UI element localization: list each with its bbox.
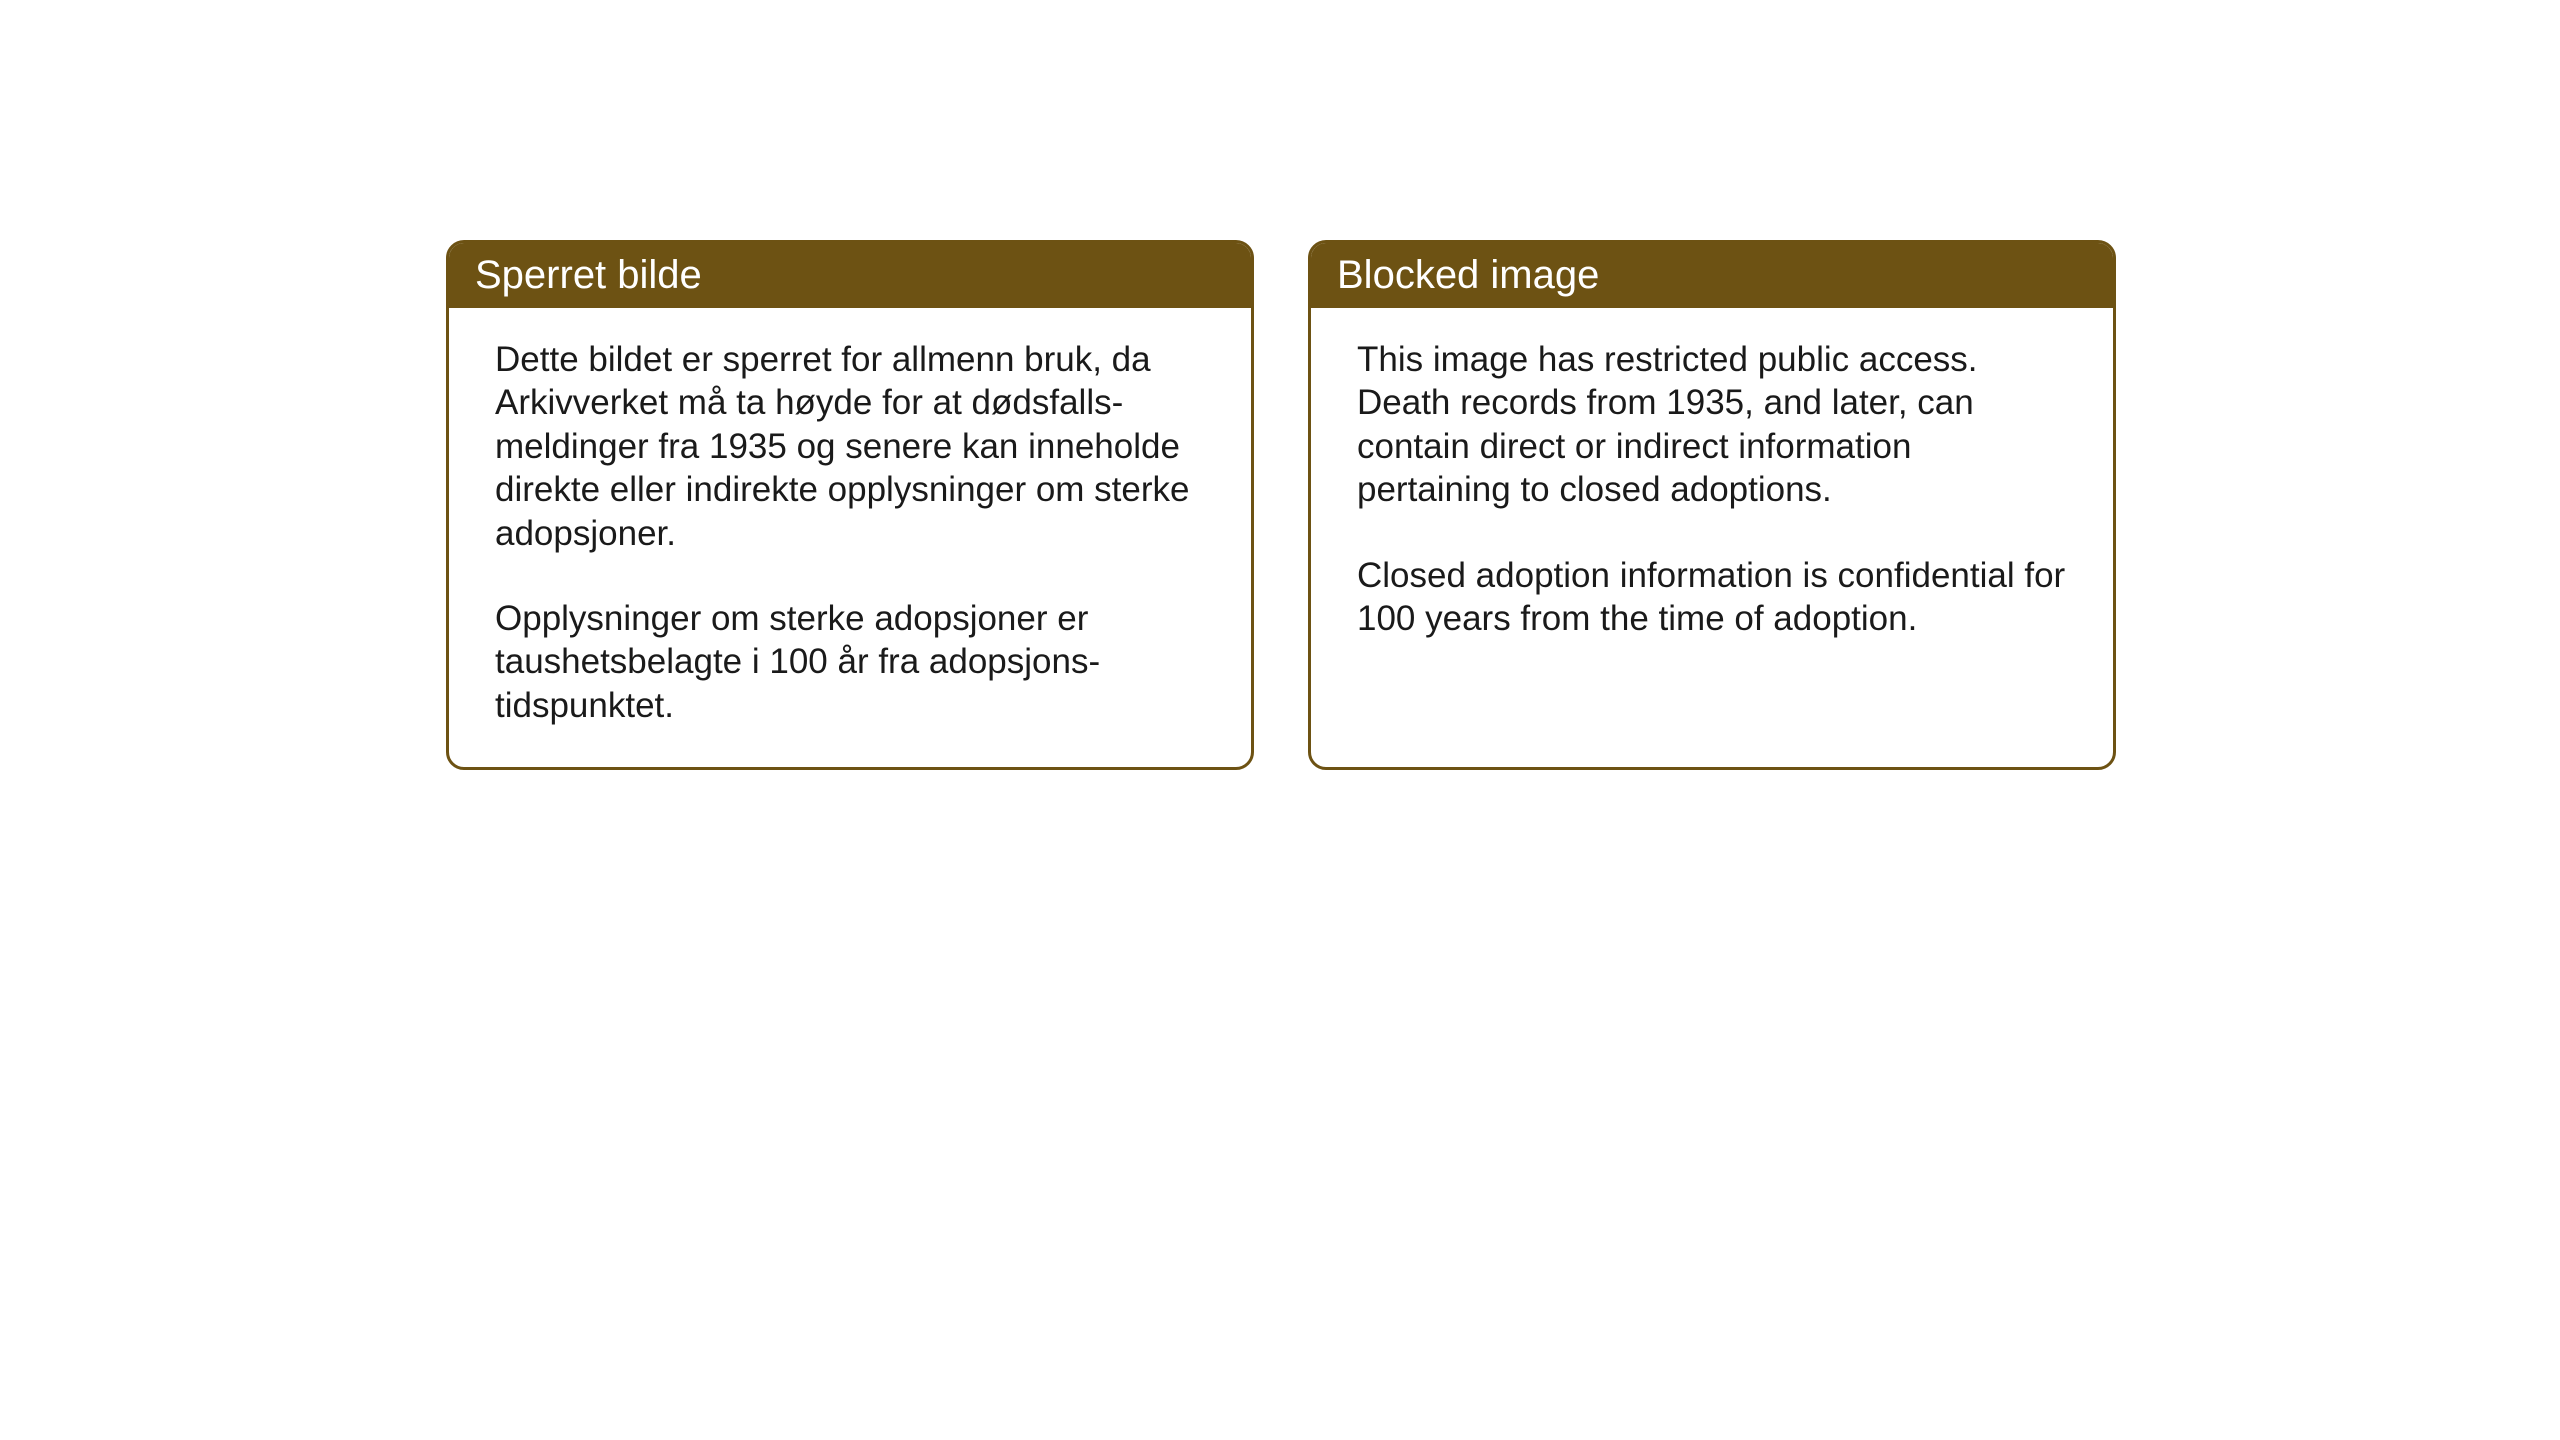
english-notice-box: Blocked image This image has restricted … [1308, 240, 2116, 770]
english-notice-title: Blocked image [1311, 243, 2113, 308]
english-notice-body: This image has restricted public access.… [1311, 308, 2113, 738]
norwegian-notice-box: Sperret bilde Dette bildet er sperret fo… [446, 240, 1254, 770]
norwegian-paragraph-1: Dette bildet er sperret for allmenn bruk… [495, 338, 1205, 555]
norwegian-notice-title: Sperret bilde [449, 243, 1251, 308]
notice-container: Sperret bilde Dette bildet er sperret fo… [0, 0, 2560, 770]
english-paragraph-2: Closed adoption information is confident… [1357, 554, 2067, 641]
english-paragraph-1: This image has restricted public access.… [1357, 338, 2067, 512]
norwegian-paragraph-2: Opplysninger om sterke adopsjoner er tau… [495, 597, 1205, 727]
norwegian-notice-body: Dette bildet er sperret for allmenn bruk… [449, 308, 1251, 767]
